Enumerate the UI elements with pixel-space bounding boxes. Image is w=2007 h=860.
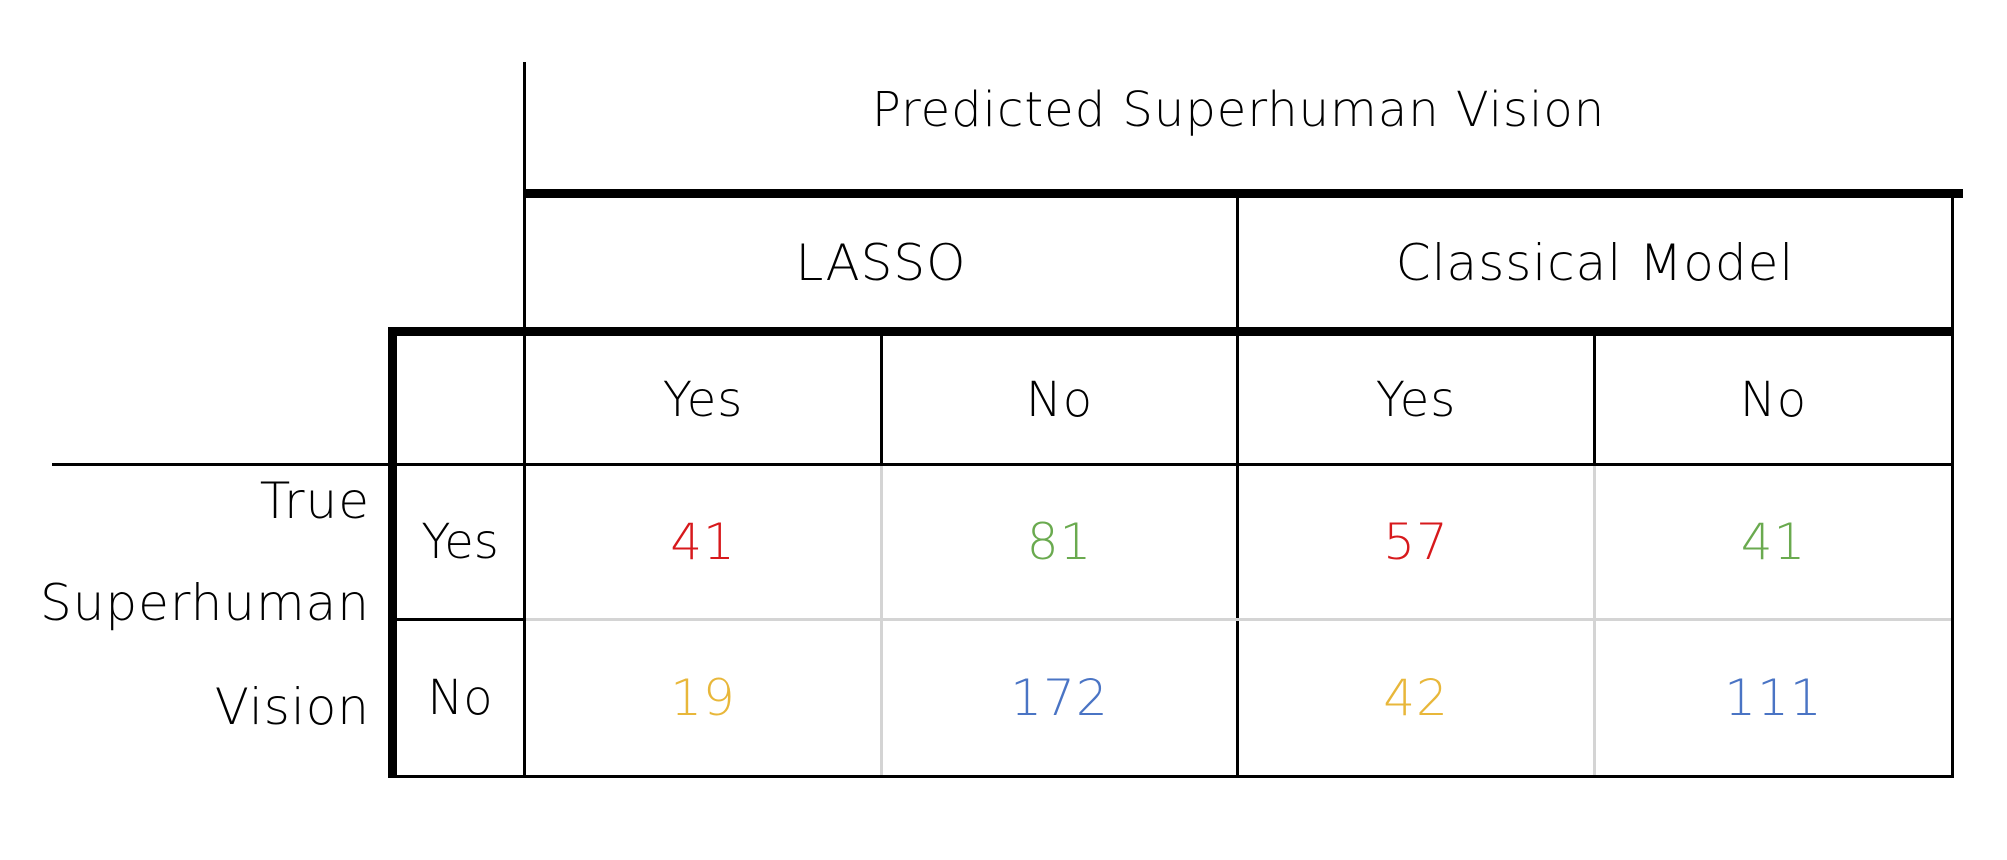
- cell-classical-no-yes: 42: [1383, 669, 1449, 727]
- yn-header-underline: [52, 463, 1954, 466]
- cell-classical-yes-yes: 57: [1383, 513, 1449, 571]
- grid-v-lasso: [880, 466, 883, 775]
- model-row-right-border: [1951, 196, 1954, 331]
- cell-lasso-yes-no: 81: [1026, 513, 1093, 571]
- cell-classical-no-no: 111: [1724, 669, 1823, 727]
- model-divider: [1236, 196, 1239, 331]
- model-row-underline: [388, 327, 1954, 336]
- cell-lasso-no-yes: 19: [670, 669, 736, 727]
- true-axis-label-line-1: True: [259, 472, 370, 530]
- row-label-col-border: [523, 331, 526, 778]
- cell-lasso-yes-yes: 41: [670, 513, 736, 571]
- true-label-yes: Yes: [421, 514, 499, 570]
- yn-divider-1: [880, 331, 883, 466]
- true-axis-label-line-3: Vision: [214, 678, 370, 736]
- grid-h-middle: [526, 618, 1951, 621]
- yn-divider-3: [1593, 331, 1596, 466]
- model-header-lasso: LASSO: [795, 233, 967, 292]
- true-axis-label-line-2: Superhuman: [39, 574, 370, 632]
- pred-label-lasso-yes: Yes: [662, 371, 744, 428]
- table-right-border: [1951, 331, 1954, 778]
- pred-label-lasso-no: No: [1025, 371, 1094, 428]
- title-underline: [523, 189, 1963, 198]
- header-left-border: [523, 62, 526, 192]
- yn-divider-2: [1236, 331, 1239, 778]
- table-left-border: [388, 327, 397, 778]
- model-header-classical: Classical Model: [1395, 233, 1795, 292]
- model-row-left-border: [523, 192, 526, 332]
- table-bottom-border: [388, 775, 1954, 778]
- cell-lasso-no-no: 172: [1010, 669, 1109, 727]
- cell-classical-yes-no: 41: [1740, 513, 1807, 571]
- true-label-no: No: [427, 670, 493, 726]
- grid-v-classical: [1593, 466, 1596, 775]
- pred-label-classical-yes: Yes: [1375, 371, 1457, 428]
- pred-label-classical-no: No: [1739, 371, 1808, 428]
- chart-title: Predicted Superhuman Vision: [871, 82, 1606, 138]
- row-label-divider: [395, 618, 526, 621]
